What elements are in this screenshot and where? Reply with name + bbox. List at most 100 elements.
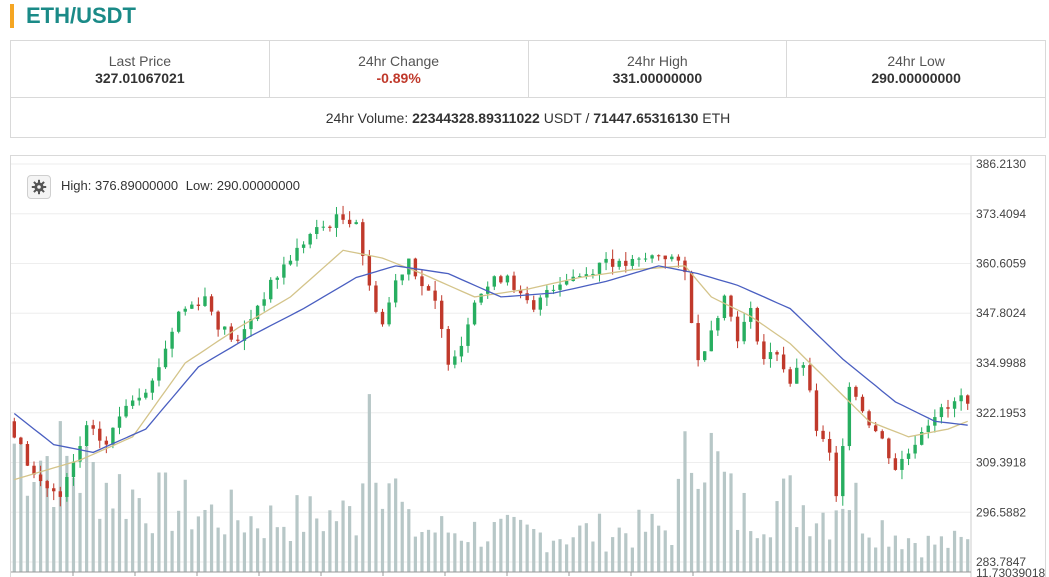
- volume-bar: [749, 531, 753, 572]
- candle-up: [847, 386, 852, 447]
- volume-bar: [380, 508, 385, 572]
- candle-up: [203, 296, 207, 306]
- candle-down: [439, 300, 444, 329]
- volume-bar: [78, 492, 82, 572]
- volume-bar: [269, 505, 273, 572]
- volume-bar: [177, 510, 181, 572]
- candle-up: [269, 279, 273, 300]
- candle-up: [479, 293, 483, 303]
- volume-bar: [466, 542, 470, 572]
- candle-up: [670, 256, 674, 260]
- chart-canvas[interactable]: 386.2130 373.4094 360.6059 347.8024 334.9988…: [11, 156, 1047, 577]
- candle-up: [716, 318, 720, 331]
- candle-down: [38, 474, 43, 482]
- candle-up: [939, 407, 944, 418]
- candle-up: [900, 458, 904, 470]
- volume-bar: [860, 533, 865, 572]
- volume-bar: [630, 547, 634, 572]
- candle-down: [236, 339, 240, 341]
- candle-up: [84, 425, 89, 447]
- candle-up: [591, 273, 595, 275]
- candle-up: [604, 258, 608, 263]
- candle-up: [709, 330, 713, 352]
- volume-bar: [703, 482, 707, 572]
- candle-down: [499, 276, 503, 283]
- low-cell: 24hr Low 290.00000000: [787, 41, 1045, 97]
- candle-down: [532, 300, 536, 310]
- volume-bar: [518, 519, 523, 572]
- volume-bar: [170, 530, 174, 572]
- y-tick-label: 322.1953: [976, 406, 1026, 420]
- volume-bar: [735, 529, 740, 572]
- volume-bar: [394, 478, 398, 572]
- volume-bar: [867, 537, 871, 572]
- candle-up: [564, 280, 569, 285]
- volume-bar: [959, 536, 963, 572]
- volume-bar: [255, 528, 260, 572]
- candle-up: [584, 274, 589, 277]
- volume-bar: [913, 543, 917, 572]
- candle-down: [946, 407, 950, 409]
- volume-bar: [782, 478, 786, 572]
- volume-bar: [900, 549, 904, 572]
- candles: [12, 205, 970, 507]
- candle-up: [722, 295, 727, 319]
- candle-down: [814, 390, 819, 431]
- volume-bar: [597, 513, 602, 572]
- pair-accent-bar: [10, 4, 14, 28]
- candle-up: [71, 461, 76, 478]
- volume-bar: [321, 531, 325, 572]
- candle-down: [341, 214, 345, 220]
- volume-bar: [183, 479, 187, 572]
- volume-bar: [459, 540, 464, 572]
- volume-bar: [354, 535, 358, 572]
- volume-bar: [111, 508, 115, 572]
- chart-settings-button[interactable]: [27, 175, 51, 199]
- candle-down: [525, 293, 529, 301]
- candle-down: [426, 286, 431, 291]
- volume-bar: [131, 489, 135, 572]
- candle-up: [144, 392, 148, 398]
- volume-bar: [446, 532, 450, 572]
- volume-bar: [532, 528, 536, 572]
- candle-down: [446, 328, 450, 365]
- volume-bar: [12, 443, 16, 572]
- high-value: 331.00000000: [612, 70, 703, 86]
- candle-down: [663, 255, 667, 260]
- volume-bar: [933, 544, 937, 572]
- y-tick-label: 309.3918: [976, 455, 1026, 469]
- volume-bar: [25, 495, 30, 572]
- volume-bar: [801, 505, 805, 572]
- candle-up: [321, 226, 326, 228]
- moving-average-fast: [14, 249, 968, 481]
- candle-up: [597, 262, 602, 274]
- candle-up: [578, 276, 582, 278]
- candle-up: [315, 227, 319, 234]
- candle-down: [696, 323, 700, 361]
- volume-bar: [696, 488, 700, 572]
- volume-bar: [604, 551, 608, 572]
- candle-up: [795, 367, 799, 384]
- candle-down: [413, 258, 418, 277]
- candle-down: [52, 488, 56, 492]
- volume-bar: [302, 531, 306, 572]
- candle-down: [689, 272, 694, 324]
- price-chart[interactable]: 386.2130 373.4094 360.6059 347.8024 334.9988…: [10, 155, 1046, 577]
- volume-bar: [709, 432, 713, 572]
- volume-bar: [611, 537, 615, 572]
- candle-up: [334, 214, 339, 228]
- last-price-value: 327.01067021: [95, 70, 185, 86]
- volume-bar: [98, 518, 102, 572]
- volume-bar: [762, 534, 766, 572]
- volume-bar: [795, 527, 799, 572]
- gear-icon: [31, 179, 47, 195]
- volume-bar: [571, 537, 575, 572]
- volume-bar: [400, 501, 404, 572]
- volume-bar: [591, 541, 595, 572]
- volume-eth-value: 71447.65316130: [593, 110, 699, 126]
- candle-up: [262, 299, 266, 306]
- candle-down: [834, 452, 838, 497]
- candle-down: [433, 290, 437, 301]
- volume-bar: [229, 489, 233, 572]
- volume-bar: [505, 514, 510, 572]
